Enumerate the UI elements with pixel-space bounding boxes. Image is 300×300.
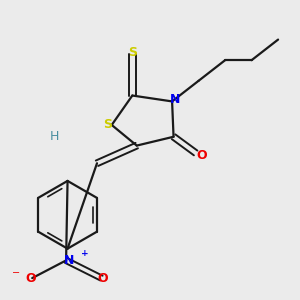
Text: O: O [197, 149, 207, 162]
Text: +: + [81, 249, 89, 258]
Text: O: O [26, 272, 36, 285]
Text: S: S [128, 46, 137, 59]
Text: S: S [103, 118, 112, 131]
Text: H: H [50, 130, 59, 143]
Text: −: − [12, 268, 20, 278]
Text: O: O [98, 272, 108, 285]
Text: N: N [170, 93, 180, 106]
Text: N: N [64, 254, 74, 267]
